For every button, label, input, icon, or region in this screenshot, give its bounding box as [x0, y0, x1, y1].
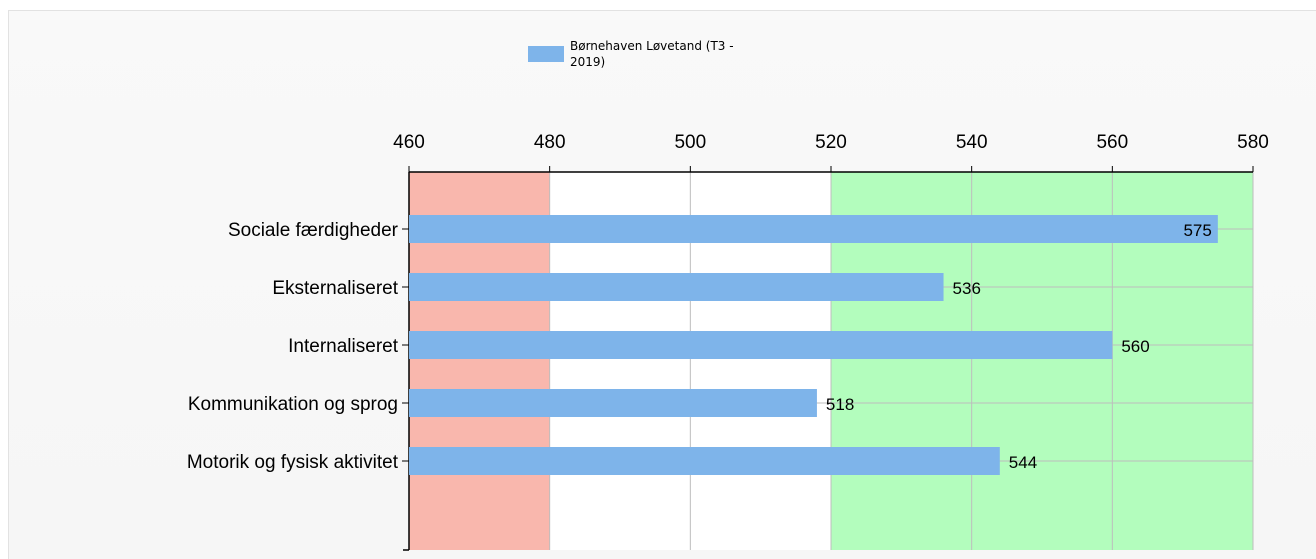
x-tick-label: 500 [674, 132, 706, 153]
data-label: 560 [1121, 337, 1149, 356]
bar[interactable] [409, 215, 1218, 243]
data-label: 518 [826, 395, 854, 414]
x-tick-label: 540 [956, 132, 988, 153]
category-label: Motorik og fysisk aktivitet [187, 452, 399, 473]
data-label: 575 [1183, 221, 1211, 240]
category-label: Sociale færdigheder [228, 220, 399, 241]
legend-label: Børnehaven Løvetand (T3 - 2019) [570, 39, 734, 69]
x-tick-label: 560 [1096, 132, 1128, 153]
x-tick-label: 520 [815, 132, 847, 153]
bar[interactable] [409, 389, 817, 417]
legend: Børnehaven Løvetand (T3 - 2019) [528, 38, 800, 70]
data-label: 536 [953, 279, 981, 298]
data-label: 544 [1009, 453, 1037, 472]
bar[interactable] [409, 273, 944, 301]
category-label: Kommunikation og sprog [188, 394, 398, 415]
category-label: Internaliseret [288, 336, 399, 357]
category-label: Eksternaliseret [272, 278, 398, 299]
x-tick-label: 480 [534, 132, 566, 153]
bar[interactable] [409, 447, 1000, 475]
bar[interactable] [409, 331, 1113, 359]
legend-swatch [528, 46, 564, 62]
x-tick-label: 580 [1237, 132, 1269, 153]
x-tick-label: 460 [393, 132, 425, 153]
